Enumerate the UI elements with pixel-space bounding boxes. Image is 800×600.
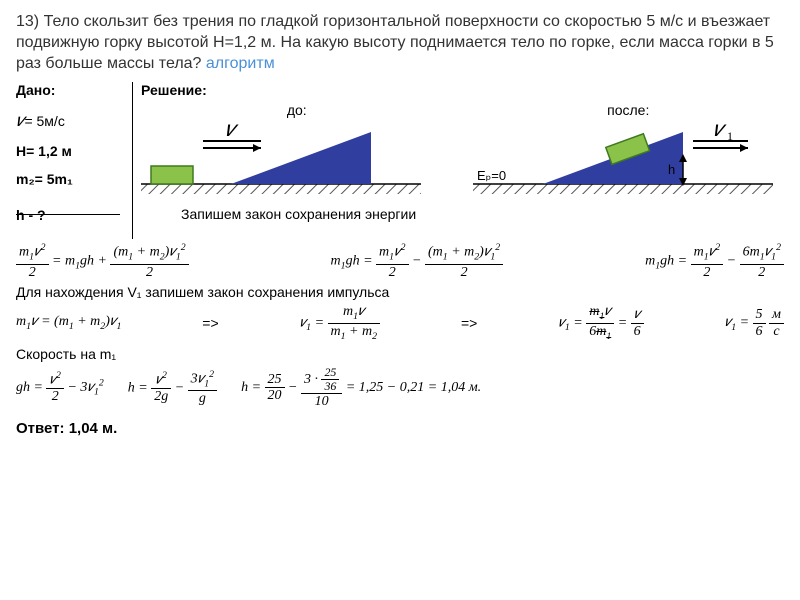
- given-h: h - ?: [16, 207, 126, 223]
- eq-m4: 𝑣1 = 56 мс: [725, 307, 784, 339]
- energy-law-text: Запишем закон сохранения энергии: [181, 206, 784, 222]
- solution-column: Решение: до: 𝑣: [141, 82, 784, 239]
- ep-label: Eₚ=0: [477, 168, 506, 183]
- eq-e2: m1gh = m1𝑣22 − (m1 + m2)𝑣122: [331, 243, 504, 280]
- solution-title: Решение:: [141, 82, 784, 98]
- diagram-row: до: 𝑣 пос: [141, 102, 784, 200]
- given-v: 𝑣= 5м/с: [16, 110, 126, 131]
- eq-m3: 𝑣1 = m1𝑣6m1 = 𝑣6: [558, 304, 643, 342]
- eq-row-momentum: m1𝑣 = (m1 + m2)𝑣1 => 𝑣1 = m1𝑣m1 + m2 => …: [16, 304, 784, 342]
- problem-body: Тело скользит без трения по гладкой гори…: [16, 13, 774, 72]
- eq-row-height: gh = 𝑣22 − 3𝑣12 h = 𝑣22g − 3𝑣12g h = 252…: [16, 366, 784, 410]
- eq-e3: m1gh = m1𝑣22 − 6m1𝑣122: [645, 243, 784, 280]
- given-m: m₂= 5m₁: [16, 171, 126, 187]
- diagram-after: после: Eₚ=0 h 𝑣: [473, 102, 785, 200]
- main-layout: Дано: 𝑣= 5м/с H= 1,2 м m₂= 5m₁ h - ? Реш…: [16, 82, 784, 239]
- eq-m1: m1𝑣 = (m1 + m2)𝑣1: [16, 314, 121, 332]
- problem-number: 13): [16, 13, 39, 30]
- eq-h1: gh = 𝑣22 − 3𝑣12: [16, 371, 104, 404]
- diagram-before: до: 𝑣: [141, 102, 453, 200]
- svg-text:h: h: [668, 162, 675, 177]
- after-svg: Eₚ=0 h 𝑣 1: [473, 122, 773, 200]
- speed-text: Скорость на m₁: [16, 346, 784, 362]
- answer: Ответ: 1,04 м.: [16, 420, 784, 437]
- given-H: H= 1,2 м: [16, 143, 126, 159]
- eq-row-energy: m1𝑣22 = m1gh + (m1 + m2)𝑣122 m1gh = m1𝑣2…: [16, 243, 784, 280]
- svg-text:1: 1: [727, 129, 733, 143]
- momentum-law-text: Для нахождения V₁ запишем закон сохранен…: [16, 284, 784, 300]
- eq-h2: h = 𝑣22g − 3𝑣12g: [128, 370, 217, 407]
- given-column: Дано: 𝑣= 5м/с H= 1,2 м m₂= 5m₁ h - ?: [16, 82, 133, 239]
- eq-e1: m1𝑣22 = m1gh + (m1 + m2)𝑣122: [16, 243, 189, 280]
- after-label: после:: [473, 102, 785, 118]
- eq-m2: 𝑣1 = m1𝑣m1 + m2: [300, 304, 380, 342]
- before-svg: 𝑣: [141, 122, 421, 200]
- svg-text:𝑣: 𝑣: [225, 122, 239, 141]
- algorithm-link[interactable]: алгоритм: [206, 55, 275, 72]
- eq-h3: h = 2520 − 3 · 2536 10 = 1,25 − 0,21 = 1…: [241, 366, 481, 410]
- given-title: Дано:: [16, 82, 126, 98]
- svg-text:𝑣: 𝑣: [713, 122, 727, 141]
- before-label: до:: [141, 102, 453, 118]
- problem-statement: 13) Тело скользит без трения по гладкой …: [16, 12, 784, 74]
